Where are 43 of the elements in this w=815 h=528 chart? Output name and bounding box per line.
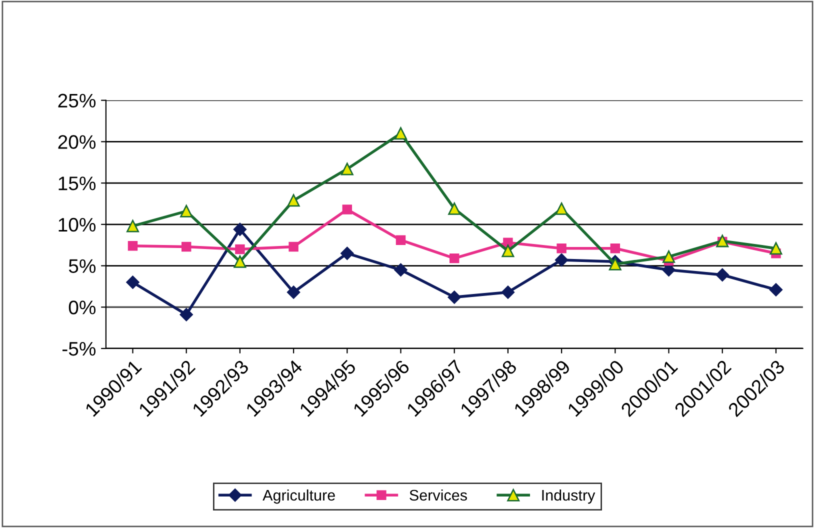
- point: [448, 290, 461, 304]
- legend-label: Industry: [542, 489, 596, 504]
- point: [342, 204, 352, 214]
- point: [180, 308, 193, 322]
- point: [448, 202, 461, 215]
- legend-label: Services: [410, 489, 467, 501]
- point: [394, 263, 408, 276]
- point: [554, 253, 568, 267]
- point: [396, 235, 406, 245]
- point: [128, 241, 138, 251]
- point: [233, 222, 247, 236]
- point: [288, 242, 298, 252]
- point: [501, 286, 515, 299]
- y-tick-label: 0%: [68, 300, 96, 314]
- point: [450, 253, 460, 264]
- point: [769, 283, 783, 296]
- y-tick-label: 15%: [58, 176, 96, 190]
- y-tick-label: -5%: [62, 342, 96, 356]
- point: [503, 238, 513, 248]
- point: [556, 244, 566, 254]
- point: [610, 244, 620, 254]
- point: [126, 220, 139, 232]
- point: [340, 162, 354, 176]
- legend-label: Agriculture: [262, 489, 335, 504]
- point: [286, 286, 300, 299]
- point: [180, 204, 193, 218]
- point: [662, 250, 676, 263]
- point: [608, 258, 622, 270]
- point: [287, 194, 300, 207]
- point: [235, 244, 245, 254]
- point: [555, 202, 568, 215]
- point: [340, 246, 354, 260]
- point: [394, 127, 408, 140]
- point: [126, 276, 140, 289]
- y-tick-label: 10%: [58, 218, 96, 232]
- point: [770, 242, 782, 255]
- y-tick-label: 20%: [58, 135, 96, 149]
- point: [716, 268, 729, 282]
- point: [181, 242, 192, 252]
- point: [234, 255, 246, 268]
- y-tick-label: 5%: [68, 259, 96, 273]
- point: [502, 244, 514, 258]
- y-tick-label: 25%: [58, 94, 96, 108]
